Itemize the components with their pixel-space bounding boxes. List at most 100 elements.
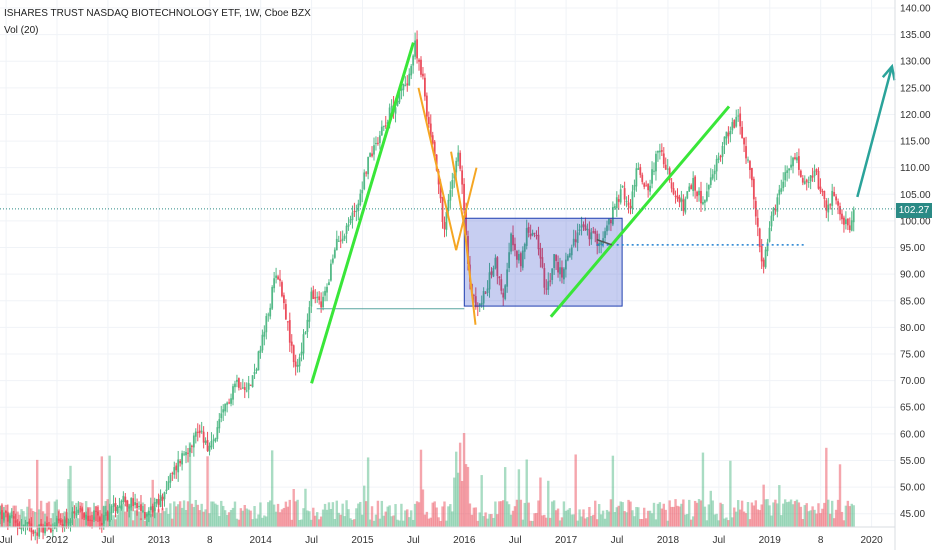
volume-bar — [212, 501, 215, 527]
candle-body — [686, 191, 689, 199]
green-trend-line — [549, 105, 731, 318]
candle — [531, 229, 534, 237]
candle-body — [517, 254, 520, 261]
volume-bar — [214, 503, 217, 527]
candle — [378, 130, 381, 150]
volume-bar — [688, 499, 691, 527]
candle — [284, 299, 287, 321]
volume-bar — [241, 510, 245, 527]
candle — [629, 199, 632, 215]
candle-body — [749, 161, 751, 171]
volume-bar — [392, 515, 395, 527]
x-tick-label: Jul — [305, 535, 318, 546]
volume-bar — [764, 499, 767, 527]
volume-bar — [10, 511, 13, 527]
candle — [559, 257, 561, 282]
candle — [140, 495, 142, 521]
volume-bar — [705, 520, 709, 527]
x-tick-label: Jul — [0, 535, 13, 546]
candle-body — [44, 525, 46, 534]
candle-body — [592, 231, 595, 233]
candle-body — [108, 512, 111, 522]
volume-bar — [131, 520, 135, 527]
y-tick-label: 125.00 — [900, 83, 931, 94]
candle — [504, 284, 507, 301]
volume-bar — [69, 465, 72, 527]
candle — [165, 480, 168, 495]
candle — [204, 437, 207, 445]
candle — [288, 312, 291, 352]
candle — [588, 221, 591, 246]
volume-bar — [298, 520, 301, 527]
candle — [261, 329, 264, 353]
candle-body — [177, 459, 180, 473]
candle — [349, 215, 352, 225]
volume-bar — [310, 519, 313, 527]
candle-body — [704, 200, 706, 203]
candle — [731, 117, 734, 135]
candle — [700, 181, 702, 213]
volume-bar — [206, 456, 209, 527]
candle-body — [106, 511, 109, 520]
candle-body — [318, 296, 321, 301]
candle — [543, 263, 546, 295]
volume-bar — [335, 500, 338, 527]
candle-body — [67, 522, 70, 525]
candle — [245, 382, 248, 393]
candle — [402, 83, 405, 97]
volume-bar — [658, 502, 662, 527]
candle — [100, 513, 103, 533]
volume-bar — [0, 506, 2, 527]
candle — [46, 516, 48, 532]
candle-body — [613, 206, 616, 208]
volume-bar — [596, 519, 599, 527]
volume-bar — [202, 511, 205, 527]
candle — [621, 185, 624, 189]
candle-body — [424, 77, 426, 97]
candle — [189, 443, 191, 457]
candle — [598, 233, 601, 254]
grid — [0, 0, 895, 527]
volume-bar — [176, 504, 180, 527]
candle — [592, 226, 595, 234]
candle-body — [159, 495, 162, 507]
candle-body — [641, 174, 644, 182]
candle-body — [457, 152, 460, 162]
volume-bar — [838, 464, 842, 527]
volume-bar — [67, 479, 70, 527]
volume-bar — [149, 514, 152, 527]
volume-bar — [411, 519, 415, 527]
volume-bar — [736, 500, 740, 527]
candle — [185, 445, 187, 464]
candle — [431, 131, 434, 145]
candle — [347, 217, 350, 231]
candle-body — [89, 519, 91, 521]
candle-body — [75, 513, 78, 516]
candle — [63, 516, 66, 532]
candle-body — [122, 495, 125, 502]
candle-body — [809, 175, 812, 182]
candle-body — [253, 371, 256, 375]
candle-body — [408, 73, 411, 86]
candle-body — [549, 280, 552, 282]
candle-body — [580, 225, 583, 228]
volume-bar — [740, 500, 744, 527]
volume-bar — [453, 477, 456, 527]
x-tick-label: 2020 — [860, 535, 883, 546]
candle — [161, 493, 164, 511]
candle-body — [402, 83, 405, 91]
candle-body — [353, 211, 356, 213]
volume-bar — [55, 499, 58, 527]
candle-body — [610, 219, 612, 224]
candle-body — [420, 59, 422, 75]
y-tick-label: 85.00 — [900, 296, 925, 307]
candle-body — [805, 179, 808, 183]
candle — [637, 162, 640, 170]
candle-body — [615, 197, 618, 209]
volume-bar — [519, 499, 523, 527]
candle — [363, 169, 366, 191]
volume-bar — [807, 511, 810, 527]
candle-body — [245, 390, 248, 392]
